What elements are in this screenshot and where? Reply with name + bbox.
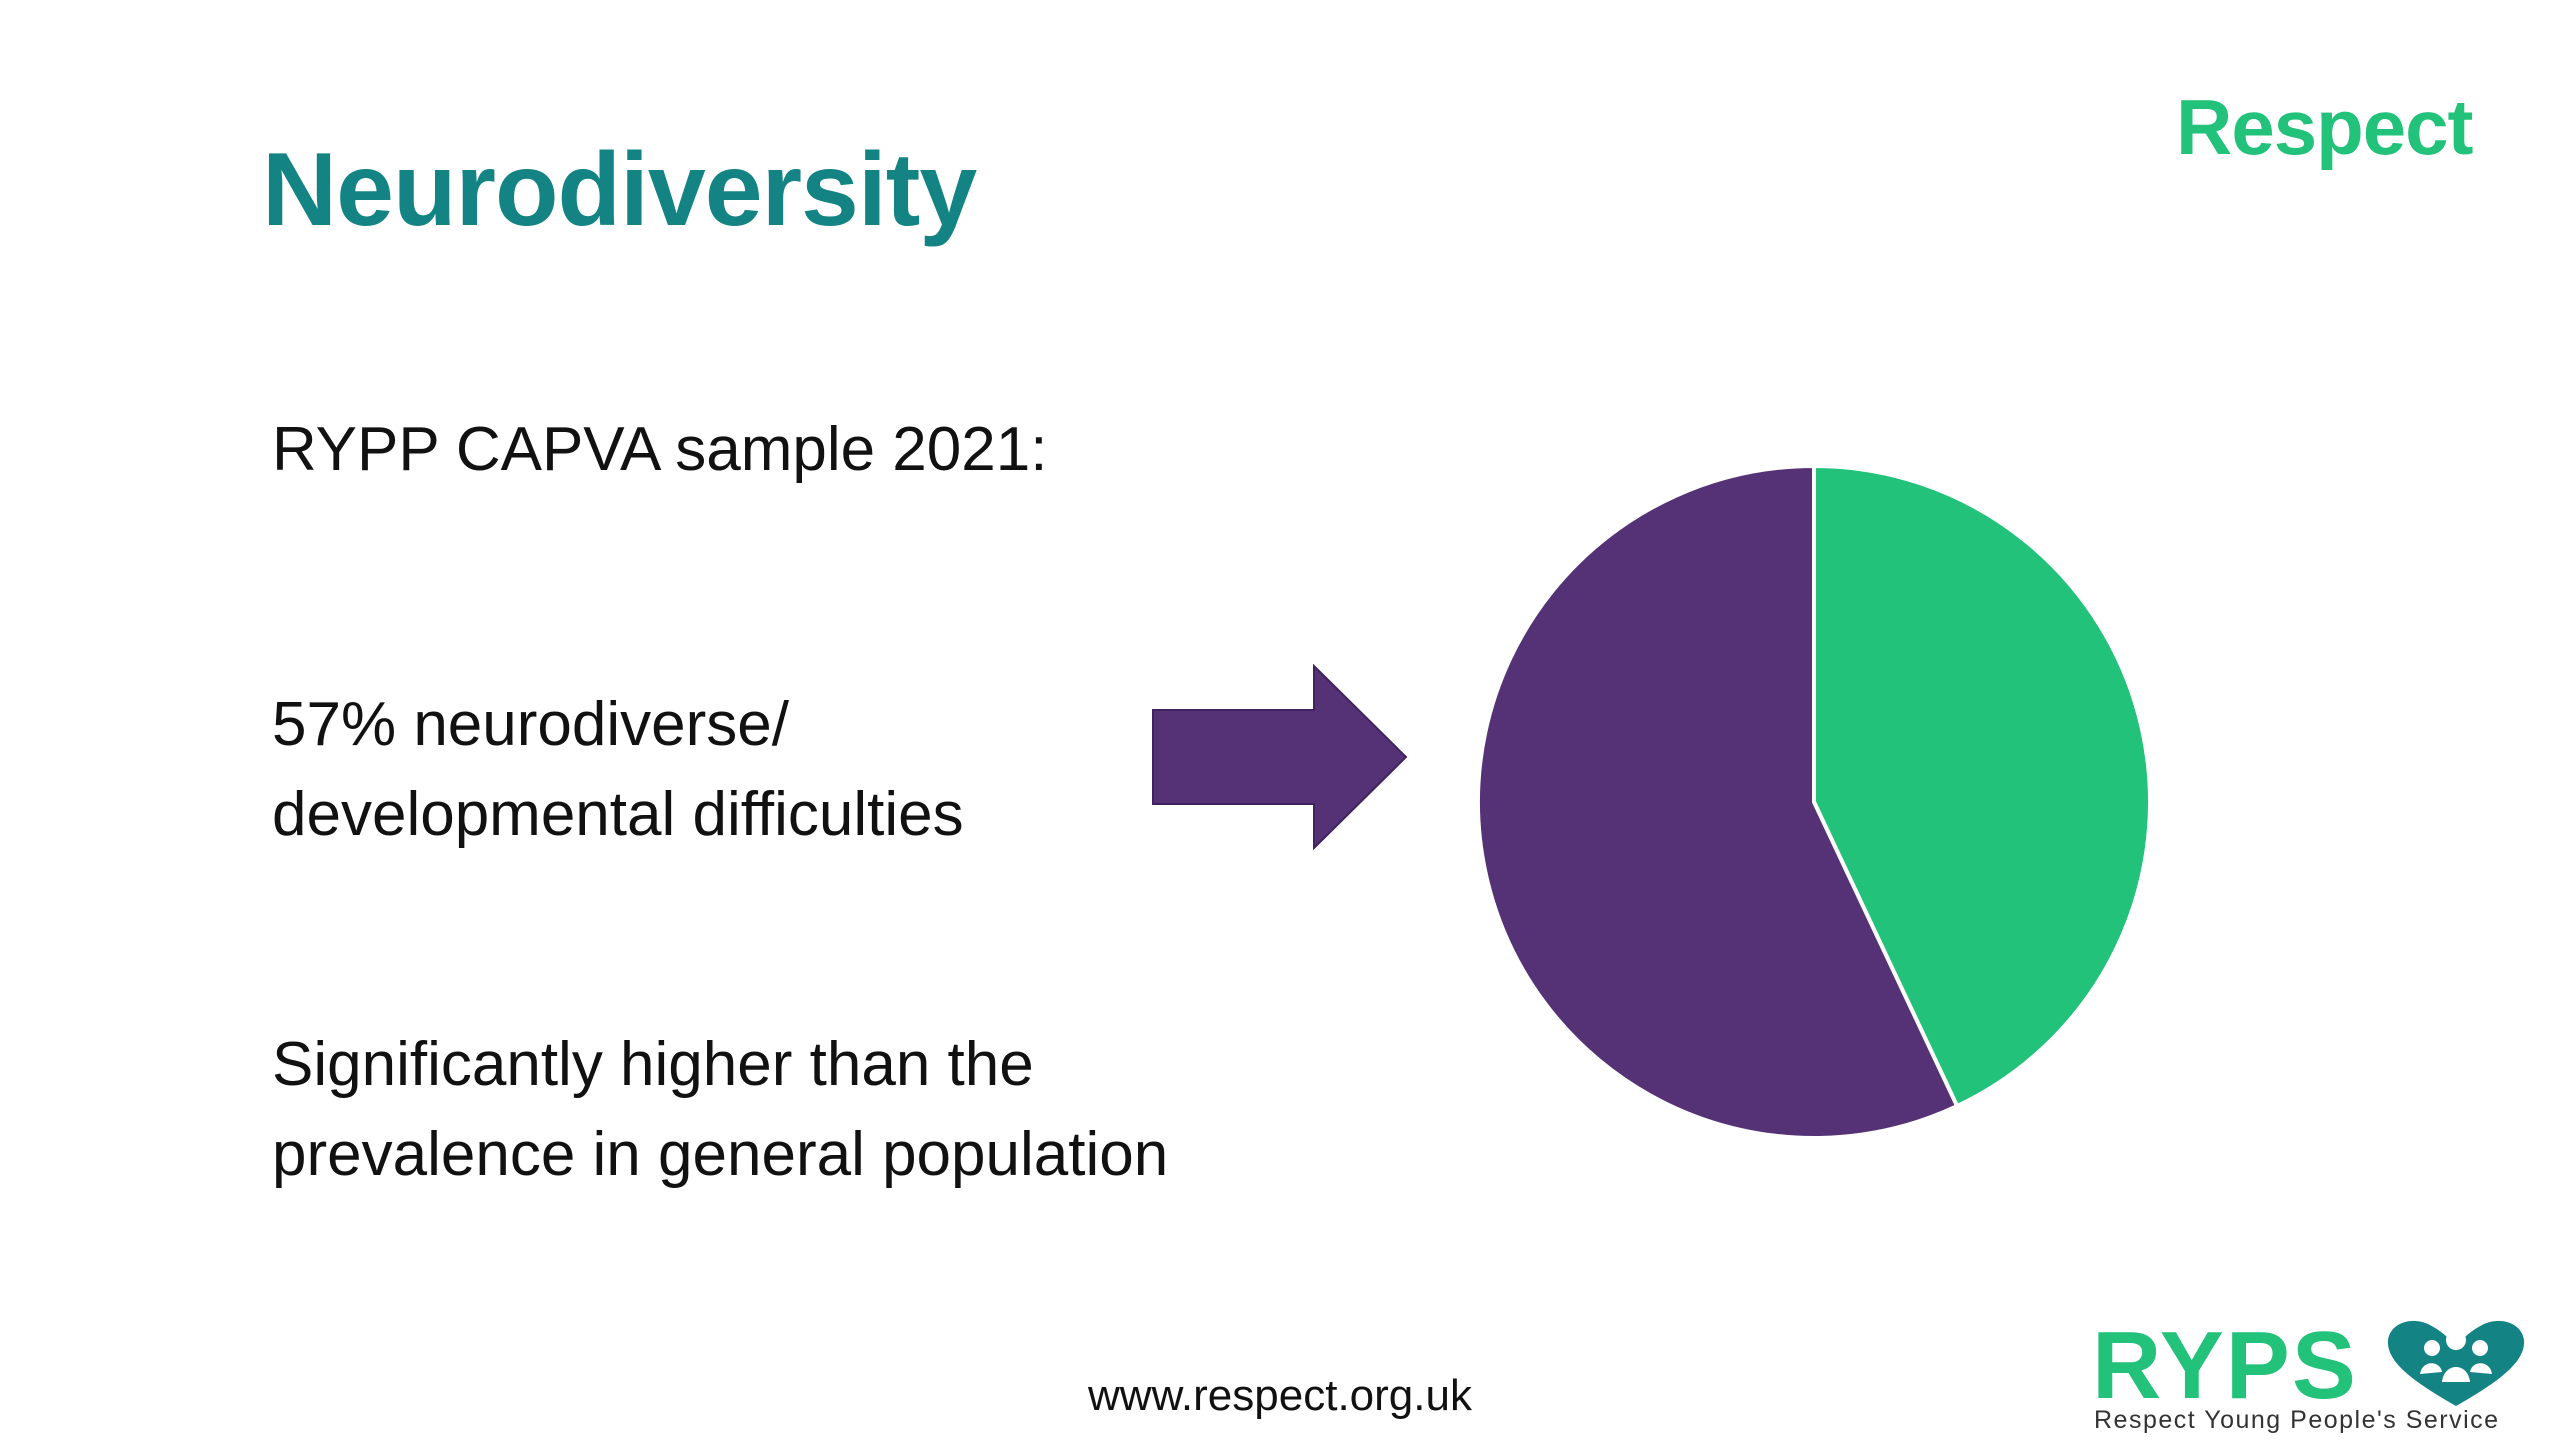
sample-label: RYPP CAPVA sample 2021: xyxy=(272,415,1048,484)
comparison-line-1: Significantly higher than the xyxy=(272,1030,1034,1099)
slide-title: Neurodiversity xyxy=(262,132,977,248)
ryps-logo-text: RYPS xyxy=(2092,1312,2358,1419)
right-arrow-icon xyxy=(1152,663,1408,851)
comparison-line-2: prevalence in general population xyxy=(272,1120,1169,1189)
pie-chart xyxy=(1476,464,2152,1140)
arrow-shape xyxy=(1152,663,1408,851)
stat-line-2: developmental difficulties xyxy=(272,780,964,849)
comparison-text: Significantly higher than the prevalence… xyxy=(272,1020,1168,1200)
pie-slice-1 xyxy=(1812,464,2152,1109)
heart-family-icon xyxy=(2387,1320,2525,1406)
ryps-logo-tagline: Respect Young People's Service xyxy=(2094,1406,2500,1434)
website-url: www.respect.org.uk xyxy=(1088,1371,1472,1420)
stat-line-1: 57% neurodiverse/ xyxy=(272,690,789,759)
respect-logo: Respect xyxy=(2176,83,2473,171)
pie-slice-2 xyxy=(1476,464,1960,1140)
ryps-logo: RYPS Respect Young People's Service xyxy=(2090,1318,2530,1436)
stat-text: 57% neurodiverse/ developmental difficul… xyxy=(272,680,964,860)
